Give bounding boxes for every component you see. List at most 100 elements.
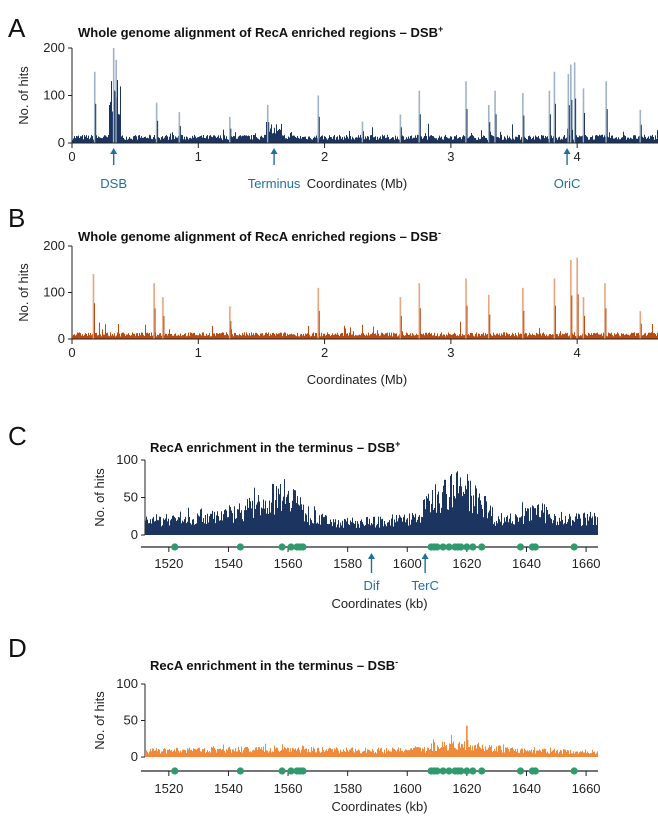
x-tick-label: 1640 — [512, 781, 541, 796]
annotation-label: OriC — [554, 176, 581, 191]
panel-c: C RecA enrichment in the terminus – DSB+… — [8, 421, 601, 611]
y-tick-label: 100 — [116, 452, 138, 467]
x-tick-label: 1600 — [393, 781, 422, 796]
annotation-label: TerC — [411, 578, 438, 593]
gene-marker — [469, 543, 477, 551]
x-tick-label: 1560 — [274, 781, 303, 796]
gene-marker — [171, 543, 179, 551]
coverage-series — [72, 80, 658, 143]
panel-letter-d: D — [8, 633, 27, 663]
annotation-arrow-head — [368, 553, 375, 559]
gene-marker — [287, 767, 295, 775]
y-tick-label: 0 — [58, 331, 65, 346]
gene-marker — [171, 767, 179, 775]
y-tick-label: 0 — [58, 135, 65, 150]
gene-marker — [457, 543, 465, 551]
gene-marker — [478, 767, 486, 775]
gene-marker — [469, 767, 477, 775]
coverage-series — [145, 471, 598, 535]
x-tick-label: 1520 — [154, 781, 183, 796]
x-axis-label: Coordinates (Mb) — [307, 176, 407, 191]
coverage-series — [72, 321, 658, 339]
panel-letter-c: C — [8, 421, 27, 451]
x-tick-label: 1520 — [154, 556, 183, 571]
annotation-label: DSB — [100, 176, 127, 191]
annotation-label: Dif — [364, 578, 380, 593]
y-tick-label: 50 — [124, 713, 138, 728]
y-tick-label: 100 — [43, 285, 65, 300]
annotation-arrow-head — [563, 148, 571, 154]
panel-d-title: RecA enrichment in the terminus – DSB- — [150, 657, 398, 673]
coverage-series — [145, 734, 598, 757]
gene-marker — [439, 543, 447, 551]
annotation-arrow-head — [421, 553, 429, 559]
y-axis-label: No. of hits — [16, 66, 31, 125]
x-tick-label: 1660 — [572, 556, 601, 571]
x-tick-label: 1 — [195, 345, 202, 360]
annotation-arrow-head — [270, 148, 278, 154]
panel-c-title: RecA enrichment in the terminus – DSB+ — [150, 439, 400, 455]
x-tick-label: 1580 — [333, 556, 362, 571]
panel-a-title: Whole genome alignment of RecA enriched … — [78, 24, 443, 40]
x-tick-label: 1560 — [274, 556, 303, 571]
gene-marker — [445, 543, 453, 551]
x-tick-label: 1 — [195, 149, 202, 164]
gene-marker — [299, 543, 307, 551]
y-axis-label: No. of hits — [16, 263, 31, 322]
gene-marker — [516, 767, 525, 775]
panel-c-plot: 0 50 100 No. of hits 1520 1540 1560 1580 1600 162… — [92, 452, 601, 611]
gene-marker — [478, 543, 486, 551]
gene-marker — [278, 767, 286, 775]
y-tick-label: 50 — [124, 490, 138, 505]
x-tick-label: 2 — [321, 345, 328, 360]
gene-marker — [531, 767, 540, 775]
annotation-label: Terminus — [248, 176, 301, 191]
gene-marker — [570, 767, 578, 775]
gene-marker — [236, 767, 244, 775]
panel-b-title: Whole genome alignment of RecA enriched … — [78, 228, 441, 244]
gene-marker — [463, 767, 471, 775]
panel-d-plot: 0 50 100 No. of hits 1520 1540 1560 1580 1600 162… — [92, 676, 601, 814]
y-tick-label: 100 — [116, 676, 138, 691]
y-tick-label: 200 — [43, 238, 65, 253]
gene-marker — [570, 543, 578, 551]
x-tick-label: 1540 — [214, 556, 243, 571]
panel-letter-a: A — [8, 13, 26, 43]
annotation-arrow-head — [110, 148, 118, 154]
x-axis-label: Coordinates (kb) — [331, 799, 427, 814]
x-tick-label: 1540 — [214, 781, 243, 796]
x-tick-label: 3 — [447, 149, 454, 164]
x-tick-label: 0 — [68, 345, 75, 360]
y-tick-label: 0 — [131, 749, 138, 764]
x-tick-label: 2 — [321, 149, 328, 164]
x-axis-label: Coordinates (kb) — [331, 596, 427, 611]
y-tick-label: 100 — [43, 88, 65, 103]
gene-marker — [236, 543, 244, 551]
gene-marker — [516, 543, 525, 551]
x-tick-label: 0 — [68, 149, 75, 164]
x-axis-label: Coordinates (Mb) — [307, 372, 407, 387]
gene-marker — [299, 767, 307, 775]
x-tick-label: 1600 — [393, 556, 422, 571]
x-tick-label: 4 — [574, 149, 581, 164]
y-axis-label: No. of hits — [92, 468, 107, 527]
gene-marker — [463, 543, 471, 551]
panel-a-plot: 0 100 200 No. of hits 0 1 2 3 4 Coordinates (Mb) D… — [16, 40, 658, 191]
x-tick-label: 3 — [447, 345, 454, 360]
gene-marker — [278, 543, 286, 551]
gene-marker — [287, 543, 295, 551]
y-tick-label: 0 — [131, 527, 138, 542]
panel-b-plot: 0 100 200 No. of hits 0 1 2 3 4 Coordinates (Mb) — [16, 238, 658, 387]
panel-d: D RecA enrichment in the terminus – DSB-… — [8, 633, 601, 814]
gene-marker — [531, 543, 540, 551]
panel-b: B Whole genome alignment of RecA enriche… — [8, 203, 658, 387]
gene-marker — [433, 767, 441, 775]
x-tick-label: 1640 — [512, 556, 541, 571]
x-tick-label: 1620 — [452, 781, 481, 796]
x-tick-label: 1660 — [572, 781, 601, 796]
x-tick-label: 1620 — [452, 556, 481, 571]
gene-marker — [439, 767, 447, 775]
panel-letter-b: B — [8, 203, 25, 233]
x-tick-label: 4 — [574, 345, 581, 360]
